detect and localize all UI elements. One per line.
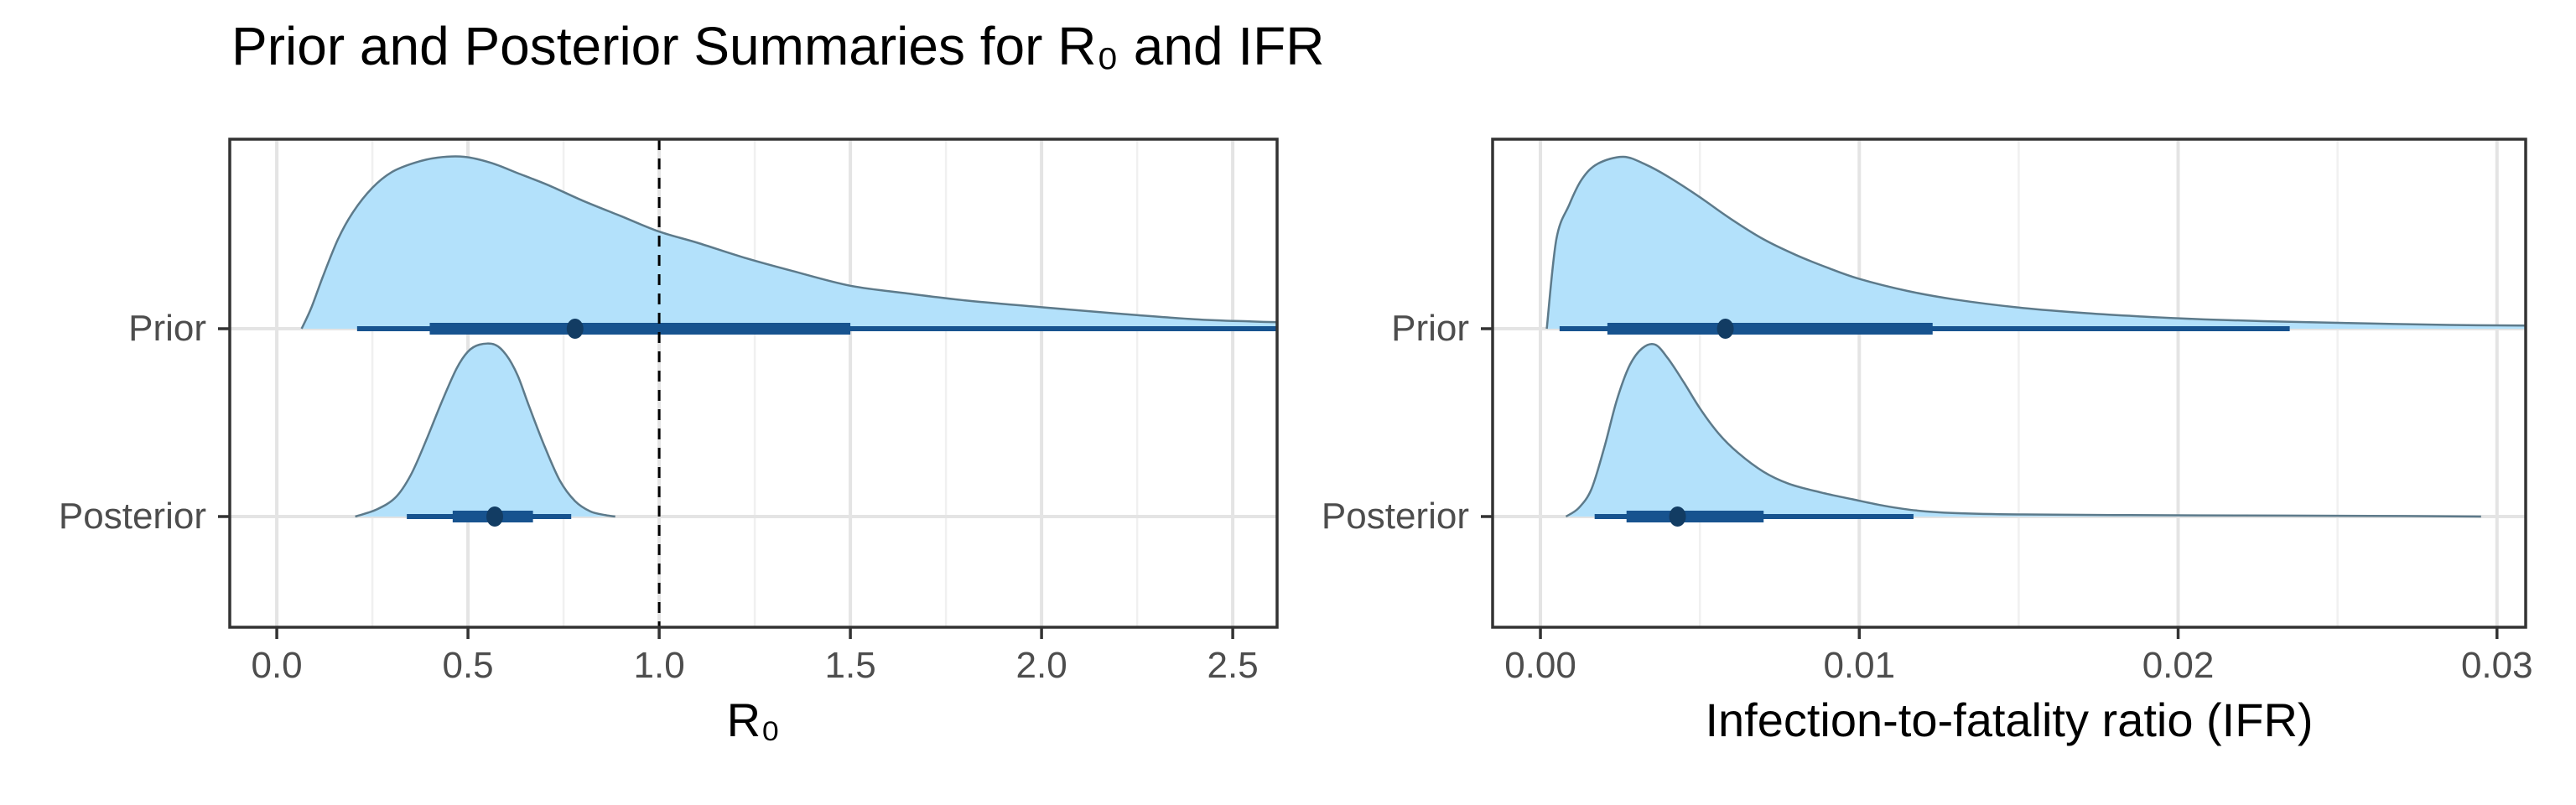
r0-row-label-prior: Prior	[128, 308, 206, 349]
r0-prior-density-outline	[300, 155, 1277, 330]
chart-title: Prior and Posterior Summaries for R₀ and…	[231, 16, 1325, 76]
x-axis-title-ifr: Infection-to-fatality ratio (IFR)	[1705, 693, 2314, 746]
r0-prior-point-estimate	[566, 319, 584, 339]
r0-x-tick-label: 1.0	[633, 645, 685, 686]
r0-x-tick-label: 2.0	[1015, 645, 1067, 686]
r0-posterior-point-estimate	[486, 506, 504, 527]
ifr-x-tick-label: 0.00	[1504, 645, 1576, 686]
ifr-prior-density	[1546, 156, 2526, 329]
ifr-x-tick-label: 0.02	[2142, 645, 2215, 686]
r0-row-label-posterior: Posterior	[58, 496, 206, 537]
r0-posterior-density-outline	[355, 342, 615, 518]
ifr-posterior-density	[1566, 344, 2481, 517]
panel-border	[1491, 138, 2527, 629]
r0-posterior-density	[355, 343, 615, 517]
ifr-posterior-point-estimate	[1669, 506, 1686, 527]
ifr-panel	[1481, 138, 2527, 639]
ifr-row-label-prior: Prior	[1391, 308, 1469, 349]
panel-border	[228, 138, 1279, 629]
r0-x-tick-label: 0.5	[442, 645, 494, 686]
r0-panel	[218, 138, 1279, 639]
ifr-prior-point-estimate	[1716, 319, 1734, 339]
ifr-x-tick-label: 0.01	[1823, 645, 1896, 686]
x-axis-title-r0: R₀	[726, 693, 781, 746]
ifr-prior-density-outline	[1545, 155, 2526, 330]
ifr-row-label-posterior: Posterior	[1321, 496, 1469, 537]
ifr-posterior-density-outline	[1565, 342, 2481, 518]
r0-prior-density	[301, 156, 1277, 329]
r0-x-tick-label: 0.0	[251, 645, 303, 686]
r0-x-tick-label: 1.5	[824, 645, 876, 686]
ifr-x-tick-label: 0.03	[2460, 645, 2533, 686]
r0-x-tick-label: 2.5	[1207, 645, 1259, 686]
